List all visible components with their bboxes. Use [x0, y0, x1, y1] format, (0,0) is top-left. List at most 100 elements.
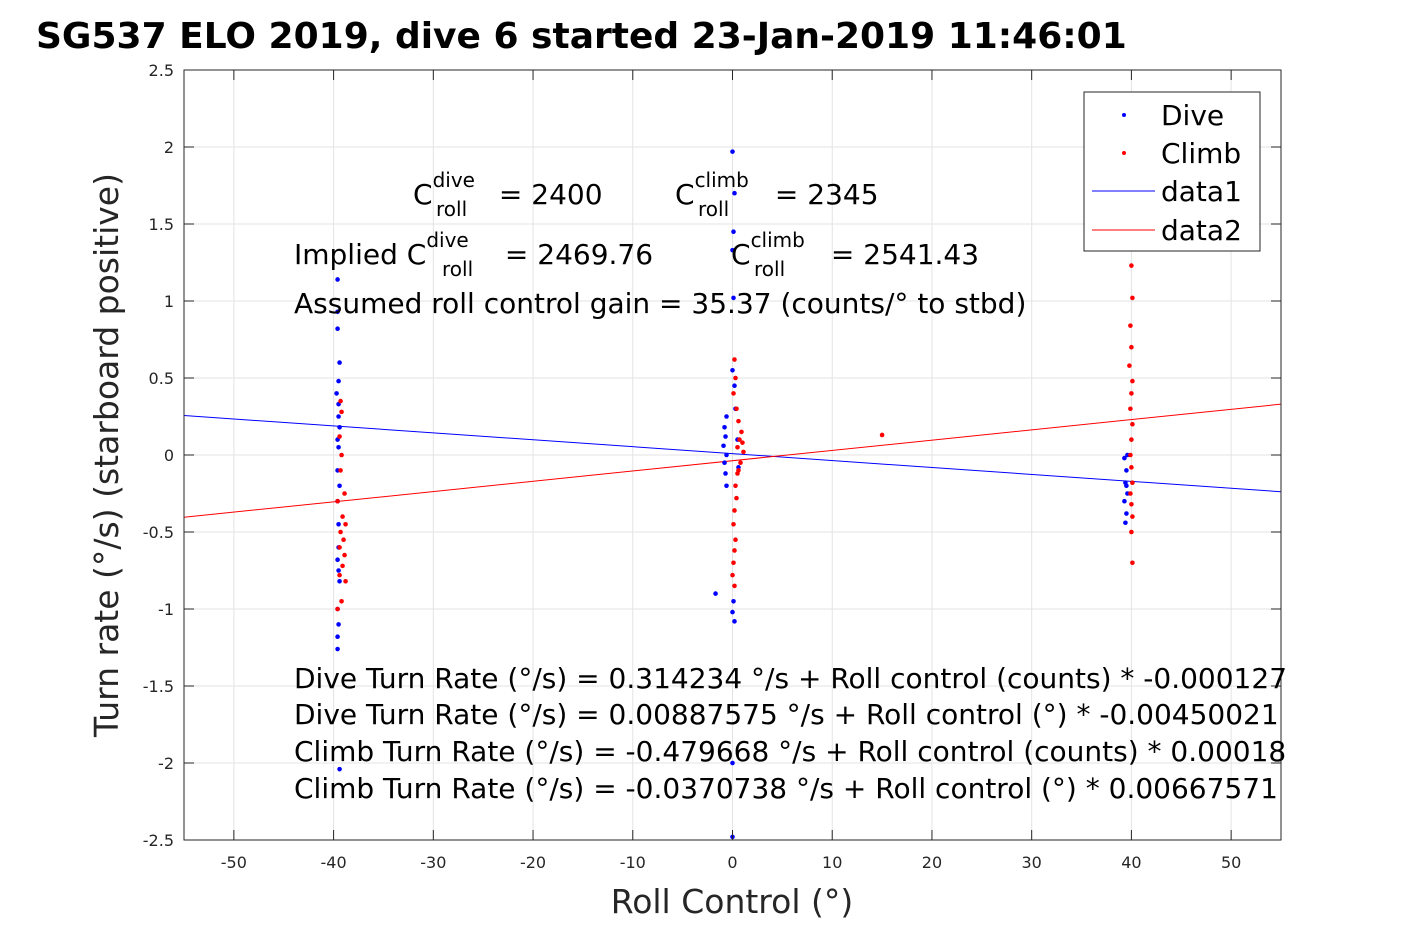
c-climb-value: = 2345	[766, 178, 879, 211]
climb-point	[1128, 323, 1133, 328]
dive-point	[337, 578, 342, 584]
climb-point	[337, 545, 342, 550]
climb-point	[337, 434, 342, 439]
legend-dive-marker	[1122, 113, 1126, 117]
x-tick-label: 40	[1121, 853, 1141, 872]
climb-point	[339, 409, 344, 415]
y-tick-label: -1	[158, 600, 174, 619]
implied-dive-superscript: dive	[426, 228, 468, 252]
dive-point	[1124, 511, 1129, 516]
climb-point	[1128, 491, 1133, 496]
x-tick-label: 10	[822, 853, 842, 872]
dive-point	[723, 434, 728, 439]
climb-point	[740, 440, 745, 445]
legend-data2-label: data2	[1161, 214, 1242, 247]
climb-point	[1128, 452, 1133, 458]
dive-point	[730, 368, 735, 373]
x-tick-label: -20	[520, 853, 546, 872]
climb-point	[736, 418, 741, 424]
dive-point	[335, 557, 340, 563]
dive-point	[336, 414, 341, 419]
climb-point	[736, 468, 741, 473]
x-tick-label: 30	[1022, 853, 1042, 872]
y-tick-label: 1.5	[149, 215, 174, 234]
y-tick-label: 2	[164, 138, 174, 157]
climb-point	[342, 552, 347, 558]
c-roll-dive-annotation: Cdive roll = 2400	[413, 168, 603, 221]
climb-point	[1129, 391, 1134, 396]
implied-climb-subscript: roll	[754, 257, 785, 281]
climb-point	[1129, 263, 1134, 268]
dive-point	[730, 149, 735, 154]
c-climb-base: C	[675, 178, 695, 211]
dive-point	[335, 634, 340, 640]
climb-point	[1130, 560, 1135, 566]
climb-point	[339, 452, 344, 458]
data2-fit-line	[183, 403, 1282, 518]
climb-point	[732, 357, 737, 362]
dive-point	[724, 452, 729, 458]
climb-point	[338, 529, 343, 535]
climb-point	[337, 572, 342, 578]
dive-point	[335, 326, 340, 332]
dive-point	[732, 619, 737, 624]
dive-point	[335, 646, 340, 652]
x-tick-label: -40	[321, 853, 347, 872]
dive-counts-equation: Dive Turn Rate (°/s) = 0.314234 °/s + Ro…	[294, 662, 1287, 695]
chart-title: SG537 ELO 2019, dive 6 started 23-Jan-20…	[36, 16, 1127, 57]
dive-point	[337, 483, 342, 489]
climb-point	[1129, 437, 1134, 442]
climb-point	[733, 537, 738, 542]
dive-point	[730, 609, 735, 615]
climb-point	[340, 514, 345, 519]
dive-point	[731, 295, 736, 301]
climb-point	[335, 498, 340, 504]
x-axis-label: Roll Control (°)	[611, 882, 854, 921]
c-dive-value: = 2400	[490, 178, 603, 211]
climb-point	[733, 375, 738, 381]
climb-degrees-equation: Climb Turn Rate (°/s) = -0.0370738 °/s +…	[294, 772, 1278, 805]
implied-climb-base: C	[731, 238, 751, 271]
data1-fit-line	[183, 415, 1282, 493]
dive-point	[335, 277, 340, 282]
implied-dive-value: = 2469.76	[496, 238, 653, 271]
dive-point	[1122, 455, 1127, 461]
legend-climb-label: Climb	[1161, 137, 1241, 170]
climb-point	[338, 468, 343, 473]
c-dive-base: C	[413, 178, 433, 211]
y-tick-label: -0.5	[143, 523, 174, 542]
dive-point	[336, 522, 341, 527]
climb-point	[734, 406, 739, 412]
dive-point	[1123, 520, 1128, 526]
dive-point	[722, 424, 727, 430]
implied-climb-value: = 2541.43	[822, 238, 979, 271]
dive-point	[731, 599, 736, 604]
dive-degrees-equation: Dive Turn Rate (°/s) = 0.00887575 °/s + …	[294, 698, 1279, 731]
dive-point	[731, 229, 736, 234]
implied-dive-subscript: roll	[442, 257, 473, 281]
y-axis-label: Turn rate (°/s) (starboard positive)	[87, 173, 126, 738]
dive-point	[336, 445, 341, 450]
c-roll-climb-annotation: Cclimb roll = 2345	[675, 168, 879, 221]
data-layer	[183, 149, 1282, 840]
implied-c-roll-climb-annotation: Cclimb roll = 2541.43	[731, 228, 979, 281]
dive-point	[732, 383, 737, 389]
dive-point	[337, 424, 342, 430]
climb-point	[1129, 501, 1134, 507]
climb-point	[1130, 421, 1135, 427]
legend-dive-label: Dive	[1161, 99, 1224, 132]
ticks: -50 -40 -30 -20 -10 0 10 20 30 40 50-2.5-2-1.5-1-0…	[143, 61, 1281, 872]
dive-point	[722, 460, 727, 466]
climb-point	[1130, 514, 1135, 519]
climb-point	[1128, 406, 1133, 412]
climb-counts-equation: Climb Turn Rate (°/s) = -0.479668 °/s + …	[294, 735, 1286, 768]
climb-point	[342, 491, 347, 496]
legend-box	[1083, 91, 1261, 252]
c-dive-superscript: dive	[433, 168, 475, 192]
climb-point	[741, 449, 746, 455]
climb-point	[1130, 480, 1135, 486]
climb-point	[1130, 295, 1135, 301]
climb-point	[338, 398, 343, 404]
climb-point	[732, 508, 737, 513]
